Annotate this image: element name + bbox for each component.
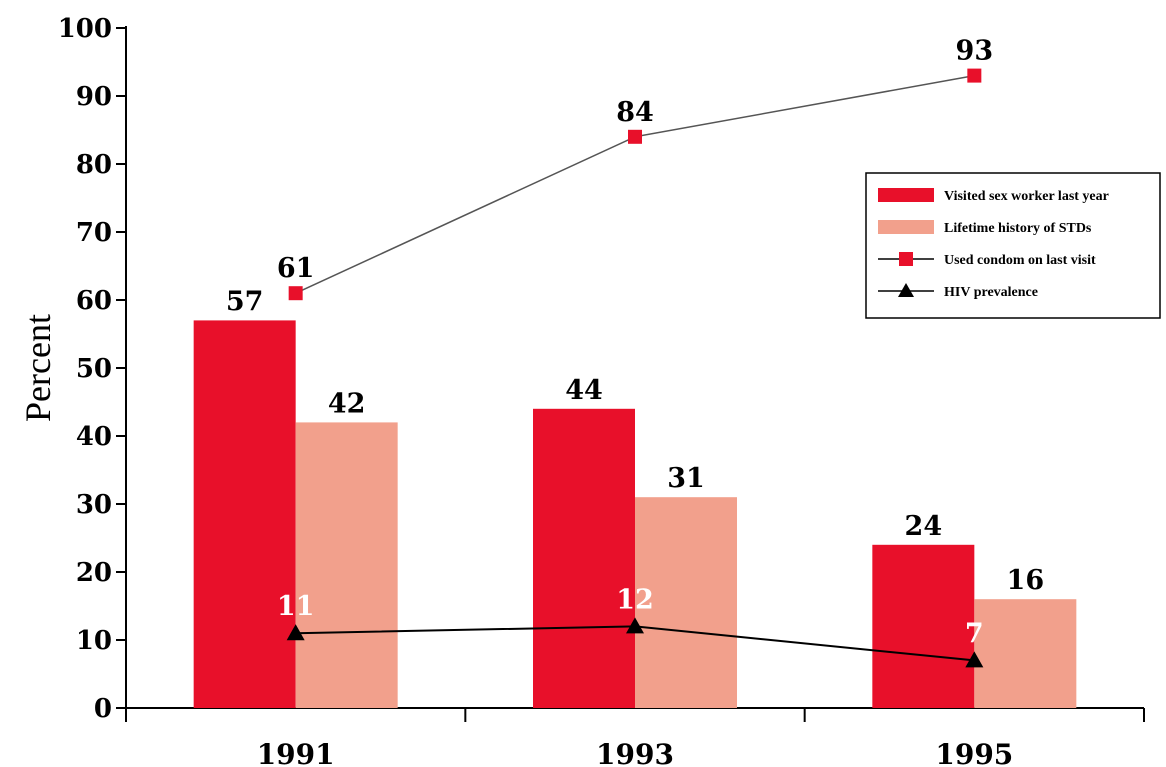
legend-marker-hiv-prevalence	[898, 283, 914, 297]
legend: Visited sex worker last year Lifetime his…	[865, 172, 1161, 319]
y-tick-label: 10	[76, 626, 112, 656]
data-label: 24	[905, 511, 943, 542]
y-tick-label: 0	[94, 694, 112, 724]
y-tick-label: 40	[76, 422, 112, 452]
point-used-condom-on-last-visit-1995	[967, 68, 982, 83]
y-tick-label: 30	[76, 490, 112, 520]
bar-lifetime-history-of-stds-1995	[974, 599, 1077, 708]
legend-swatch-visited-sex-worker-last-year	[878, 188, 934, 202]
data-label: 16	[1007, 565, 1045, 596]
x-tick-label: 1995	[935, 738, 1013, 767]
y-tick-label: 50	[76, 354, 112, 384]
data-label: 7	[965, 618, 984, 649]
data-label: 31	[667, 463, 705, 494]
bar-lifetime-history-of-stds-1993	[635, 497, 737, 708]
data-label: 12	[616, 584, 654, 615]
data-label: 93	[956, 36, 994, 67]
legend-label: Visited sex worker last year	[944, 189, 1109, 204]
data-label: 61	[277, 253, 315, 284]
point-hiv-prevalence-1993	[626, 617, 644, 634]
bars	[193, 320, 1077, 708]
axes: 0 10 20 30 40 50 60 70 80 90 100 1991 1993 1995 Percen…	[18, 14, 1145, 767]
point-used-condom-on-last-visit-1993	[628, 129, 642, 144]
lines	[286, 68, 984, 668]
data-label: 42	[328, 388, 366, 419]
bar-lifetime-history-of-stds-1991	[295, 422, 398, 708]
y-tick-label: 80	[76, 150, 112, 180]
y-tick-label: 20	[76, 558, 112, 588]
x-tick-label: 1993	[596, 738, 674, 767]
y-tick-label: 100	[58, 14, 112, 44]
point-used-condom-on-last-visit-1991	[288, 286, 303, 301]
legend-label: Lifetime history of STDs	[944, 221, 1092, 236]
data-label: 84	[616, 97, 654, 128]
y-tick-label: 60	[76, 286, 112, 316]
y-tick-label: 70	[76, 218, 112, 248]
y-tick-label: 90	[76, 82, 112, 112]
data-label: 11	[277, 591, 315, 622]
data-label: 57	[226, 286, 264, 317]
bar-visited-sex-worker-last-year-1995	[872, 544, 975, 708]
legend-marker-used-condom-on-last-visit	[899, 252, 913, 266]
point-hiv-prevalence-1991	[286, 624, 305, 641]
legend-label: HIV prevalence	[944, 285, 1038, 300]
legend-label: Used condom on last visit	[944, 253, 1096, 268]
bar-visited-sex-worker-last-year-1991	[193, 320, 296, 708]
legend-swatch-lifetime-history-of-stds	[878, 220, 934, 234]
data-labels: 57 44 24 42 31 16 61 84 93 11 12 7	[226, 36, 1044, 650]
point-hiv-prevalence-1995	[965, 651, 984, 668]
y-axis-title: Percent	[18, 314, 58, 422]
bar-visited-sex-worker-last-year-1993	[533, 408, 635, 708]
data-label: 44	[565, 375, 603, 406]
x-tick-label: 1991	[257, 738, 335, 767]
